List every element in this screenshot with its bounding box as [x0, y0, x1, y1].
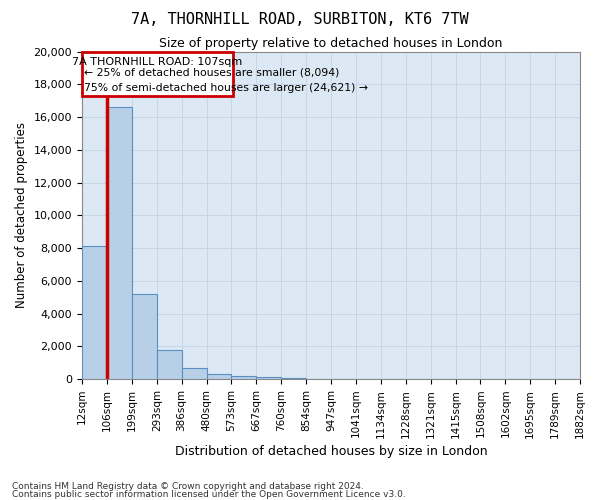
Text: ← 25% of detached houses are smaller (8,094): ← 25% of detached houses are smaller (8,… [84, 68, 340, 78]
Bar [182, 368, 206, 379]
Bar [256, 378, 281, 379]
Bar [281, 378, 306, 379]
Text: 75% of semi-detached houses are larger (24,621) →: 75% of semi-detached houses are larger (… [84, 83, 368, 93]
FancyBboxPatch shape [82, 52, 233, 96]
Bar [206, 374, 232, 379]
Bar [157, 350, 182, 379]
Text: Contains public sector information licensed under the Open Government Licence v3: Contains public sector information licen… [12, 490, 406, 499]
Bar [132, 294, 157, 379]
Title: Size of property relative to detached houses in London: Size of property relative to detached ho… [159, 38, 503, 51]
Bar [82, 246, 107, 379]
Text: 7A, THORNHILL ROAD, SURBITON, KT6 7TW: 7A, THORNHILL ROAD, SURBITON, KT6 7TW [131, 12, 469, 28]
Text: 7A THORNHILL ROAD: 107sqm: 7A THORNHILL ROAD: 107sqm [73, 58, 242, 68]
Y-axis label: Number of detached properties: Number of detached properties [15, 122, 28, 308]
Bar [232, 376, 256, 379]
X-axis label: Distribution of detached houses by size in London: Distribution of detached houses by size … [175, 444, 487, 458]
Bar [107, 108, 132, 379]
Text: Contains HM Land Registry data © Crown copyright and database right 2024.: Contains HM Land Registry data © Crown c… [12, 482, 364, 491]
